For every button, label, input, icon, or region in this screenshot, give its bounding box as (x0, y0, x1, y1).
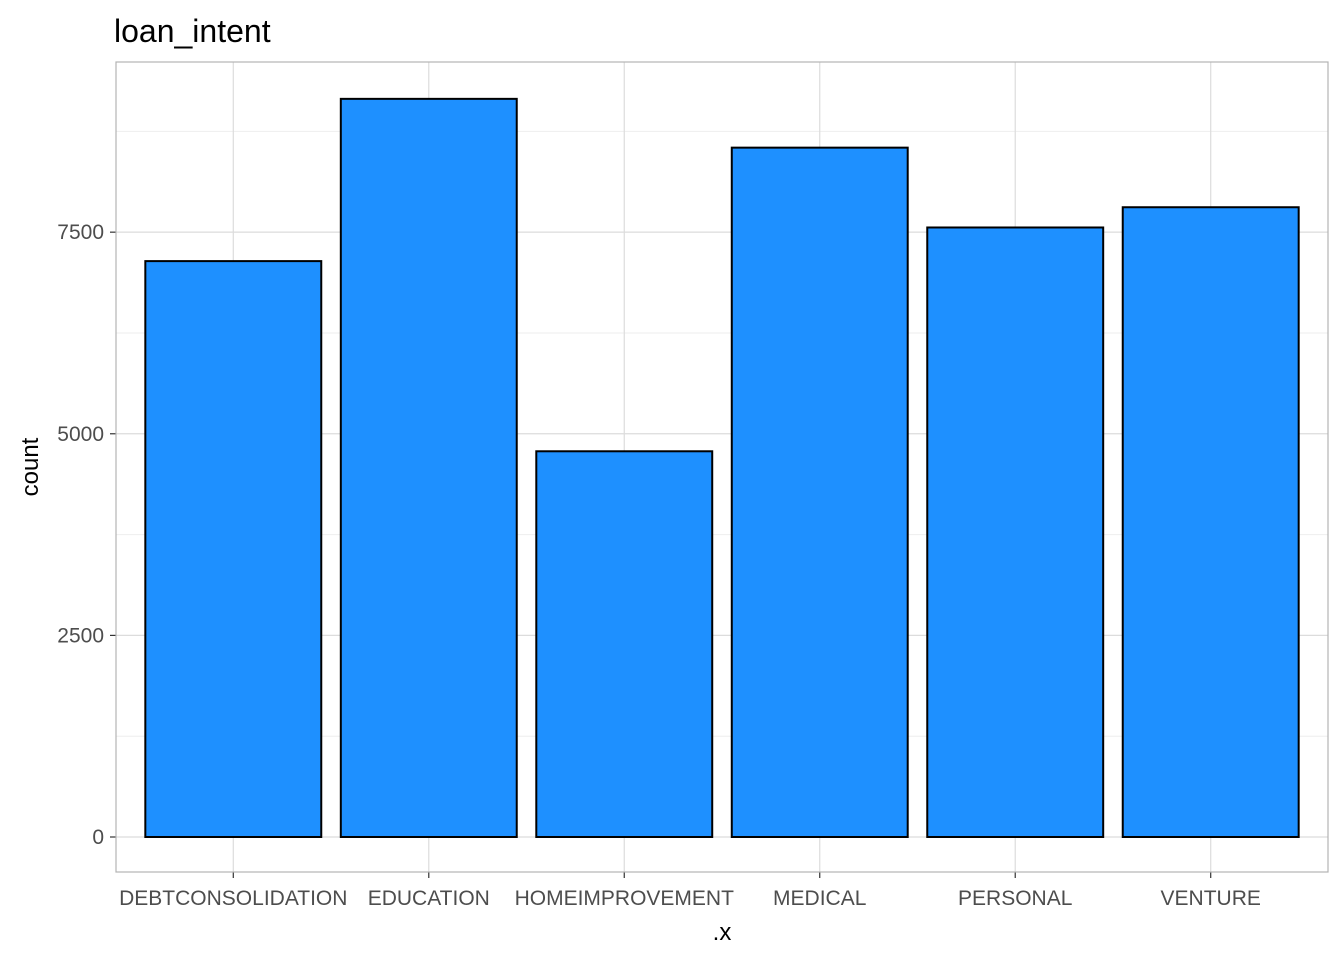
y-tick-label: 5000 (57, 423, 104, 446)
chart-title: loan_intent (114, 13, 271, 49)
x-tick-label: DEBTCONSOLIDATION (119, 887, 347, 910)
bar-debtconsolidation (144, 260, 323, 838)
bar-education (339, 97, 518, 838)
bar-venture (1121, 206, 1300, 838)
x-tick-label: HOMEIMPROVEMENT (515, 887, 735, 910)
y-axis-title: count (17, 437, 44, 496)
bars (144, 97, 1300, 839)
x-tick-label: MEDICAL (773, 887, 866, 910)
bar-medical (730, 146, 909, 839)
y-tick-label: 2500 (57, 624, 104, 647)
x-tick-label: PERSONAL (958, 887, 1072, 910)
bar-personal (926, 226, 1105, 838)
bar-homeimprovement (535, 450, 714, 838)
x-axis-ticks: DEBTCONSOLIDATION EDUCATION HOMEIMPROVEMEN… (119, 872, 1261, 910)
x-axis-title: .x (713, 919, 732, 946)
x-tick-label: EDUCATION (368, 887, 490, 910)
y-tick-label: 7500 (57, 221, 104, 244)
panel-border (115, 61, 1329, 873)
y-tick-label: 0 (92, 826, 104, 849)
x-tick-label: VENTURE (1161, 887, 1261, 910)
y-axis-ticks: 0 2500 5000 7500 (57, 221, 116, 849)
